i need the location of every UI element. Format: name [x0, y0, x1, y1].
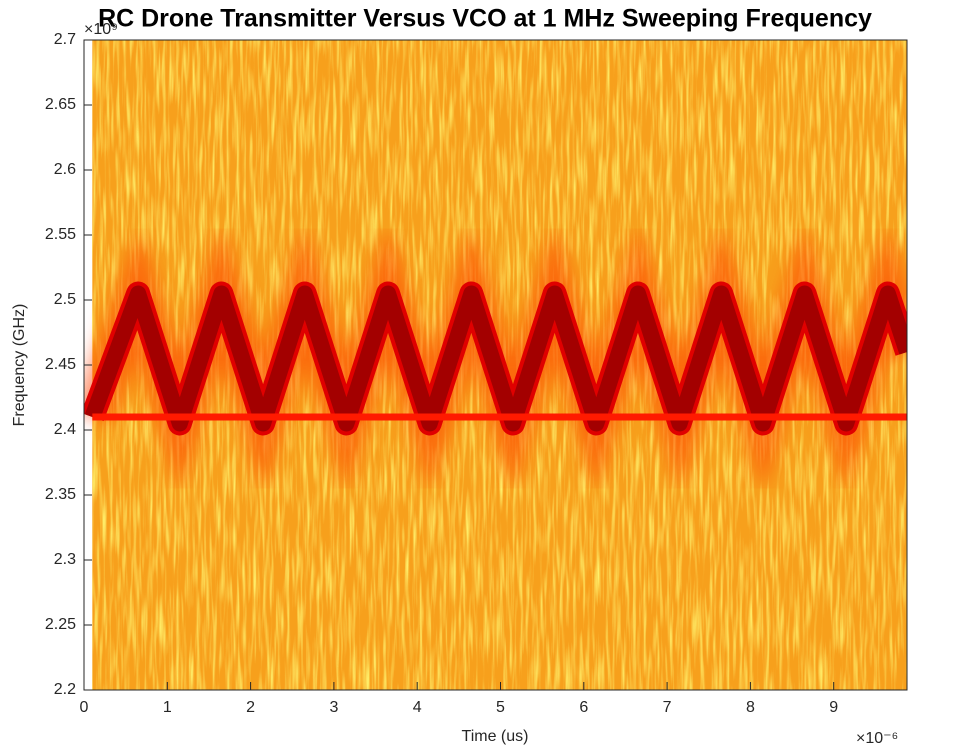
- plot-area: [84, 40, 907, 690]
- y-tick-label: 2.25: [45, 616, 76, 633]
- x-tick-label: 4: [413, 699, 422, 716]
- y-exponent: ×10⁹: [84, 21, 118, 38]
- y-tick-label: 2.3: [54, 551, 76, 568]
- y-tick-label: 2.6: [54, 161, 76, 178]
- x-tick-label: 2: [246, 699, 255, 716]
- x-tick-label: 7: [663, 699, 672, 716]
- chart-title: RC Drone Transmitter Versus VCO at 1 MHz…: [98, 5, 872, 33]
- x-tick-label: 1: [163, 699, 172, 716]
- x-tick-label: 3: [329, 699, 338, 716]
- x-tick-label: 5: [496, 699, 505, 716]
- y-tick-label: 2.7: [54, 31, 76, 48]
- x-tick-label: 8: [746, 699, 755, 716]
- x-tick-label: 0: [80, 699, 89, 716]
- y-tick-label: 2.5: [54, 291, 76, 308]
- y-tick-label: 2.35: [45, 486, 76, 503]
- y-axis-label: Frequency (GHz): [11, 304, 28, 427]
- x-exponent: ×10⁻⁶: [856, 730, 898, 747]
- y-tick-label: 2.2: [54, 681, 76, 698]
- y-tick-label: 2.55: [45, 226, 76, 243]
- y-tick-label: 2.45: [45, 356, 76, 373]
- y-tick-label: 2.65: [45, 96, 76, 113]
- x-axis-label: Time (us): [462, 728, 529, 745]
- y-tick-label: 2.4: [54, 421, 76, 438]
- x-tick-label: 9: [829, 699, 838, 716]
- x-tick-label: 6: [579, 699, 588, 716]
